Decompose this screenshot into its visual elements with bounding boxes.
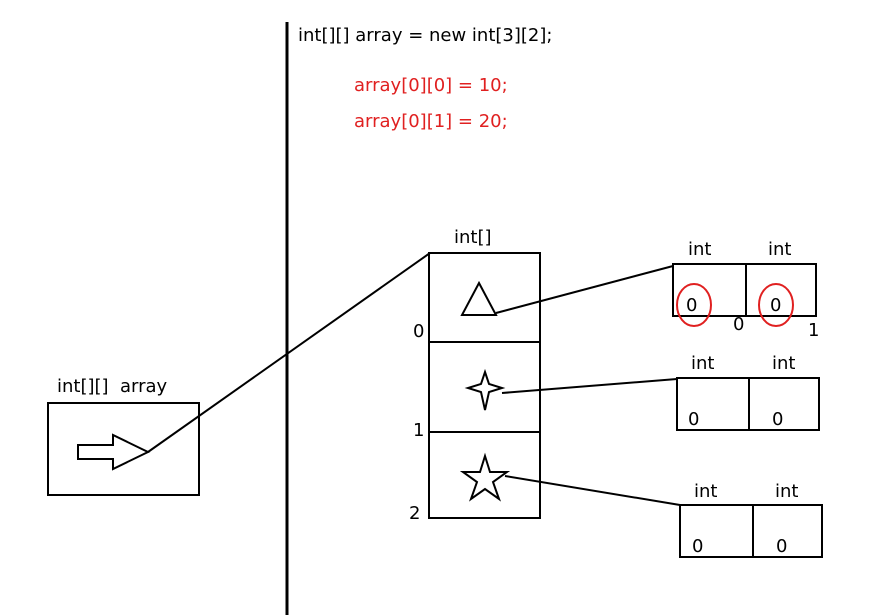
star-icon [464,368,506,411]
inner-0-index-1: 1 [808,320,819,341]
inner-0-index-0: 0 [733,314,744,335]
inner-0-value-1: 0 [770,295,781,316]
outer-index-1: 1 [413,420,424,441]
inner-array-0-box [672,263,817,317]
red-circle-highlight [676,283,712,327]
stack-variable-label: int[][] array [57,376,168,397]
triangle-icon [460,280,498,316]
outer-array-box [428,252,541,519]
inner-0-header-1: int [768,239,791,260]
inner-1-header-0: int [691,353,714,374]
inner-1-header-1: int [772,353,795,374]
code-declaration: int[][] array = new int[3][2]; [298,25,552,46]
inner-0-value-0: 0 [686,295,697,316]
outer-index-0: 0 [413,321,424,342]
reference-line-1 [501,378,678,394]
inner-array-2-box [679,504,823,558]
inner-1-value-0: 0 [688,409,699,430]
outer-array-type-label: int[] [454,227,492,248]
reference-line-0 [495,265,674,314]
outer-index-2: 2 [409,503,420,524]
stack-variable-box [47,402,200,496]
inner-2-header-1: int [775,481,798,502]
red-circle-highlight [758,283,794,327]
reference-line-2 [504,475,681,506]
inner-0-header-0: int [688,239,711,260]
code-statement-2: array[0][1] = 20; [354,111,508,132]
inner-2-header-0: int [694,481,717,502]
inner-2-value-1: 0 [776,536,787,557]
inner-1-value-1: 0 [772,409,783,430]
reference-line-stack [147,252,431,453]
arrow-right-icon [77,433,151,471]
inner-2-value-0: 0 [692,536,703,557]
star-icon [459,452,511,502]
code-statement-1: array[0][0] = 10; [354,75,508,96]
